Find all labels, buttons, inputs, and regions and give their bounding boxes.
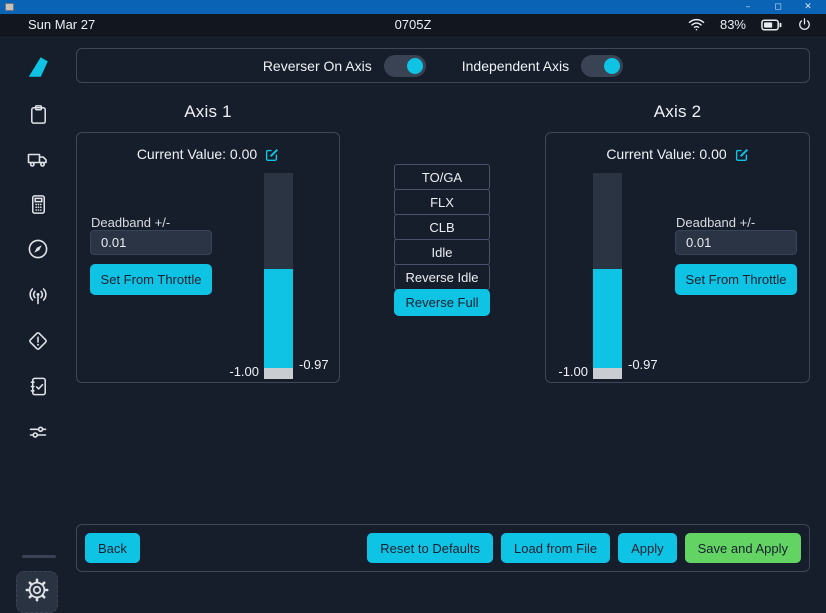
detent-idle[interactable]: Idle xyxy=(394,239,490,265)
axis1-deadband-input[interactable] xyxy=(90,230,212,255)
sidebar-item-dashboard[interactable] xyxy=(21,52,55,82)
sidebar-item-failures[interactable] xyxy=(21,326,55,356)
axis2-bar-range xyxy=(593,173,622,269)
axis1-bar-deadband-marker xyxy=(264,368,293,379)
clipboard-icon xyxy=(27,103,50,126)
sidebar-item-settings[interactable] xyxy=(16,571,58,613)
detent-reverse-idle[interactable]: Reverse Idle xyxy=(394,264,490,290)
axis1-title: Axis 1 xyxy=(184,102,232,121)
sidebar-nav xyxy=(0,36,76,613)
axis1-edit-value-icon[interactable] xyxy=(264,147,279,162)
axis2-bar-deadband-label: -0.97 xyxy=(628,357,658,372)
window-close-button[interactable]: ✕ xyxy=(804,2,812,12)
sidebar-item-dispatch[interactable] xyxy=(21,99,55,129)
axis1-bar-active-fill xyxy=(264,269,293,368)
sidebar-divider xyxy=(22,555,56,558)
status-date: Sun Mar 27 xyxy=(28,17,96,32)
sliders-icon xyxy=(26,420,50,444)
axis2-bar-min-label: -1.00 xyxy=(558,364,588,379)
reverser-on-axis-label: Reverser On Axis xyxy=(262,57,372,74)
axis1-panel: Current Value: 0.00 Deadband +/- Set Fro… xyxy=(76,132,340,383)
sidebar-item-presets[interactable] xyxy=(21,417,55,447)
load-from-file-button[interactable]: Load from File xyxy=(501,533,611,563)
sidebar-item-navigation[interactable] xyxy=(21,234,55,264)
sidebar-item-performance[interactable] xyxy=(21,189,55,219)
axis1-current-value: Current Value: 0.00 xyxy=(136,146,258,162)
window-maximize-button[interactable]: ◻ xyxy=(774,2,782,12)
independent-axis-toggle[interactable] xyxy=(581,54,624,77)
wifi-icon xyxy=(688,18,705,31)
battery-icon xyxy=(761,18,782,31)
calculator-icon xyxy=(27,193,50,216)
reset-to-defaults-button[interactable]: Reset to Defaults xyxy=(367,533,494,563)
axis2-bar-deadband-marker xyxy=(593,368,622,379)
axis1-bar-deadband-label: -0.97 xyxy=(299,357,329,372)
axis2-deadband-input[interactable] xyxy=(675,230,797,255)
window-titlebar: – ◻ ✕ xyxy=(0,0,826,14)
sidebar-item-ground[interactable] xyxy=(21,144,55,174)
axis2-bar-active-fill xyxy=(593,269,622,368)
antenna-icon xyxy=(26,284,50,308)
axis2-deadband-label: Deadband +/- xyxy=(676,215,756,230)
detent-flx[interactable]: FLX xyxy=(394,189,490,215)
reverser-on-axis-group: Reverser On Axis xyxy=(262,54,426,77)
axis1-throttle-bar xyxy=(264,173,293,379)
status-bar: Sun Mar 27 0705Z 83% xyxy=(0,14,826,36)
axis2-current-value: Current Value: 0.00 xyxy=(606,146,727,162)
fbw-logo-icon xyxy=(25,54,51,80)
reverser-on-axis-toggle[interactable] xyxy=(383,54,426,77)
axis1-set-from-throttle-button[interactable]: Set From Throttle xyxy=(90,264,212,295)
axis2-set-from-throttle-button[interactable]: Set From Throttle xyxy=(675,264,797,295)
axis2-throttle-bar xyxy=(593,173,622,379)
status-utc-time: 0705Z xyxy=(394,17,432,32)
axis1-bar-range xyxy=(264,173,293,269)
sidebar-item-checklists[interactable] xyxy=(21,371,55,401)
window-minimize-button[interactable]: – xyxy=(745,2,751,12)
detent-toga[interactable]: TO/GA xyxy=(394,164,490,190)
gear-icon xyxy=(24,577,50,608)
detent-clb[interactable]: CLB xyxy=(394,214,490,240)
app-window-icon xyxy=(5,3,14,11)
checklist-icon xyxy=(27,375,50,398)
power-icon[interactable] xyxy=(797,17,812,32)
axis2-title: Axis 2 xyxy=(653,102,702,121)
compass-icon xyxy=(26,237,50,261)
warning-diamond-icon xyxy=(26,329,50,353)
back-button[interactable]: Back xyxy=(85,533,140,563)
apply-button[interactable]: Apply xyxy=(618,533,677,563)
sidebar-item-atc[interactable] xyxy=(21,281,55,311)
axis1-deadband-label: Deadband +/- xyxy=(91,215,171,230)
axis-options-bar: Reverser On Axis Independent Axis xyxy=(76,48,810,83)
footer-action-bar: Back Reset to Defaults Load from File Ap… xyxy=(76,524,810,572)
independent-axis-label: Independent Axis xyxy=(461,57,570,74)
detent-selector: TO/GA FLX CLB Idle Reverse Idle Reverse … xyxy=(394,164,490,316)
battery-percent-label: 83% xyxy=(719,17,746,32)
independent-axis-group: Independent Axis xyxy=(461,54,624,77)
detent-reverse-full[interactable]: Reverse Full xyxy=(394,289,490,316)
save-and-apply-button[interactable]: Save and Apply xyxy=(684,533,801,563)
axis2-panel: Current Value: 0.00 Deadband +/- Set Fro… xyxy=(545,132,810,383)
truck-icon xyxy=(26,147,50,171)
axis2-edit-value-icon[interactable] xyxy=(734,147,749,162)
axis1-bar-min-label: -1.00 xyxy=(229,364,259,379)
